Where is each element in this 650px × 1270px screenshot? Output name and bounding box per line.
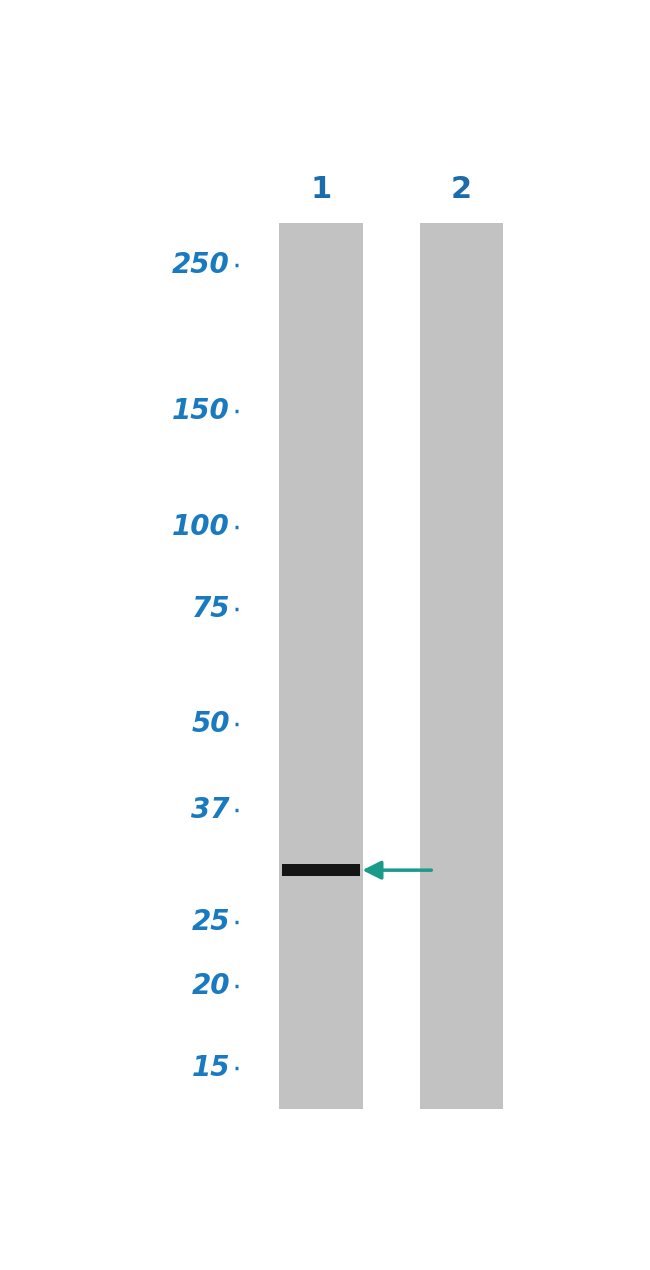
Bar bbox=[419, 222, 502, 1109]
Text: 50: 50 bbox=[191, 710, 230, 738]
Text: 2: 2 bbox=[450, 175, 472, 204]
Bar bbox=[280, 222, 363, 1109]
Bar bbox=[282, 865, 360, 876]
Text: 150: 150 bbox=[172, 398, 230, 425]
Text: 25: 25 bbox=[191, 908, 230, 936]
Text: 37: 37 bbox=[191, 796, 230, 824]
Text: 1: 1 bbox=[311, 175, 332, 204]
Text: 250: 250 bbox=[172, 251, 230, 279]
Text: 20: 20 bbox=[191, 972, 230, 999]
Text: 75: 75 bbox=[191, 594, 230, 622]
Text: 15: 15 bbox=[191, 1054, 230, 1082]
Text: 100: 100 bbox=[172, 513, 230, 541]
